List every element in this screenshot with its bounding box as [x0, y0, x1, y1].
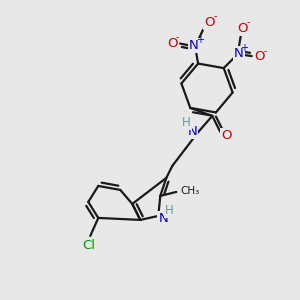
Text: O: O: [221, 129, 232, 142]
Text: N: N: [188, 125, 197, 138]
Text: O: O: [254, 50, 265, 63]
Text: H: H: [165, 204, 174, 218]
Text: O: O: [204, 16, 214, 29]
Text: N: N: [234, 46, 244, 60]
Text: +: +: [196, 34, 204, 45]
Text: -: -: [264, 46, 268, 56]
Text: N: N: [158, 212, 168, 225]
Text: O: O: [238, 22, 248, 34]
Text: H: H: [182, 116, 191, 129]
Text: -: -: [213, 12, 217, 22]
Text: -: -: [176, 33, 179, 43]
Text: -: -: [247, 17, 250, 27]
Text: Cl: Cl: [82, 239, 95, 252]
Text: O: O: [167, 37, 177, 50]
Text: +: +: [240, 43, 248, 53]
Text: N: N: [189, 39, 199, 52]
Text: CH₃: CH₃: [180, 186, 200, 196]
